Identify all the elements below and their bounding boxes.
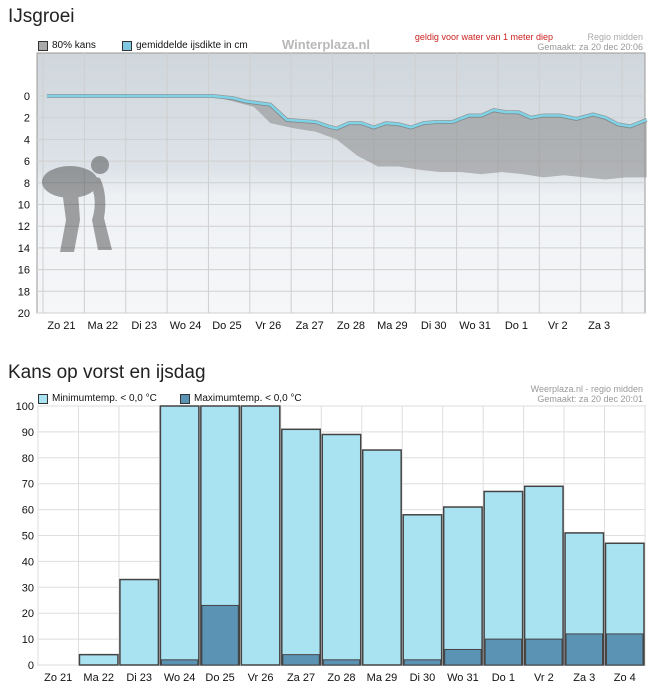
chart2-xtick-label: Di 30 <box>410 672 436 684</box>
bar-min-11 <box>483 490 524 666</box>
bar-max-10 <box>444 648 482 666</box>
chart2-ytick-label: 100 <box>16 401 34 413</box>
chart1-xtick-label: Zo 21 <box>47 320 75 332</box>
band-swatch-icon <box>38 40 48 51</box>
chart2-xtick-label: Wo 24 <box>164 672 196 684</box>
chart2-title: Kans op vorst en ijsdag <box>8 362 206 383</box>
chart1-made: Gemaakt: za 20 dec 20:06 <box>537 42 643 52</box>
chart1-ytick-label: 20 <box>18 308 30 320</box>
chart1-ytick-label: 6 <box>24 156 30 168</box>
bar-min-12 <box>523 485 564 666</box>
chart1-xtick-label: Ma 29 <box>377 320 408 332</box>
chart2-xtick-label: Ma 22 <box>83 672 114 684</box>
chart2-xtick-label: Za 3 <box>573 672 595 684</box>
bar-max-6 <box>282 654 320 666</box>
chart1-xtick-label: Vr 2 <box>548 320 568 332</box>
chart2-xtick-label: Zo 21 <box>44 672 72 684</box>
bar-max-14 <box>606 633 644 666</box>
chart2-source: Weerplaza.nl - regio midden <box>530 384 643 394</box>
bar-max-3 <box>160 659 199 666</box>
chart2-ytick-label: 30 <box>22 582 34 594</box>
skater-silhouette-icon <box>42 156 112 252</box>
chart2-xtick-label: Ma 29 <box>367 672 398 684</box>
chart1-xtick-label: Do 25 <box>212 320 241 332</box>
chart2-ytick-label: 50 <box>22 531 34 543</box>
bar-min-1 <box>78 653 119 666</box>
bar-max-7 <box>322 659 361 666</box>
bar-max-12 <box>525 638 563 666</box>
chart2-legend-min: Minimumtemp. < 0,0 °C <box>38 393 157 404</box>
chart1-ytick-label: 8 <box>24 178 30 190</box>
chart1-xtick-label: Di 23 <box>131 320 157 332</box>
chart1-xtick-label: Wo 24 <box>170 320 202 332</box>
chart2-xtick-label: Wo 31 <box>447 672 479 684</box>
chart1-xtick-label: Ma 22 <box>88 320 119 332</box>
chart1-xtick-label: Za 3 <box>588 320 610 332</box>
chart1-legend-line: gemiddelde ijsdikte in cm <box>122 40 248 51</box>
chart2-ytick-label: 90 <box>22 427 34 439</box>
bar-min-5 <box>240 405 281 666</box>
chart1-xtick-label: Zo 28 <box>337 320 365 332</box>
bar-min-3 <box>159 405 200 666</box>
chart1-xtick-label: Di 30 <box>421 320 447 332</box>
chart2-xtick-label: Za 27 <box>287 672 315 684</box>
chart1-watermark: Winterplaza.nl <box>282 37 371 52</box>
chart2-made: Gemaakt: za 20 dec 20:01 <box>537 394 643 404</box>
chart2-xtick-label: Di 23 <box>126 672 152 684</box>
chart1-ytick-label: 16 <box>18 265 30 277</box>
chart1-ytick-label: 0 <box>24 91 30 103</box>
line-swatch-icon <box>122 40 132 51</box>
chart2-xtick-label: Do 25 <box>205 672 234 684</box>
chart2-ytick-label: 10 <box>22 634 34 646</box>
chart1-ytick-label: 10 <box>18 200 30 212</box>
chart1-ytick-label: 14 <box>18 243 30 255</box>
chart2-xtick-label: Vr 2 <box>534 672 554 684</box>
chart2-ytick-label: 0 <box>28 660 34 672</box>
chart2-xtick-label: Zo 4 <box>614 672 636 684</box>
bar-min-9 <box>402 514 443 666</box>
bar-min-7 <box>321 433 362 666</box>
ice-growth-chart: 0 2 4 6 8 10 12 14 16 18 20 Zo 21 Ma 22 Di 23 Wo 24 Do … <box>18 52 648 332</box>
chart1-legend-band: 80% kans <box>38 40 96 51</box>
chart1-ytick-label: 4 <box>24 134 30 146</box>
chart1-xtick-label: Wo 31 <box>459 320 491 332</box>
chart1-line-avg <box>47 94 648 130</box>
chart2-xtick-label: Vr 26 <box>248 672 274 684</box>
legend-band-label: 80% kans <box>52 40 96 51</box>
bar-min-6 <box>281 428 322 666</box>
bar-min-2 <box>119 578 160 666</box>
max-swatch-icon <box>180 393 190 404</box>
chart1-ytick-label: 18 <box>18 286 30 298</box>
chart1-ytick-label: 2 <box>24 113 30 125</box>
chart2-xtick-label: Do 1 <box>492 672 515 684</box>
chart1-xtick-label: Do 1 <box>505 320 528 332</box>
chart1-title: IJsgroei <box>8 6 75 27</box>
bar-max-13 <box>565 633 604 666</box>
min-swatch-icon <box>38 393 48 404</box>
chart2-ytick-label: 20 <box>22 608 34 620</box>
chart1-ytick-label: 12 <box>18 221 30 233</box>
chart2-ytick-label: 80 <box>22 453 34 465</box>
bar-min-8 <box>361 449 402 666</box>
bar-max-11 <box>484 638 523 666</box>
bar-min-10 <box>442 506 483 666</box>
chart2-ytick-label: 40 <box>22 556 34 568</box>
chart1-xtick-label: Za 27 <box>296 320 324 332</box>
chart1-note: geldig voor water van 1 meter diep <box>414 32 553 42</box>
chart2-meta: Weerplaza.nl - regio midden Gemaakt: za … <box>531 384 643 404</box>
chart2-ytick-label: 70 <box>22 479 34 491</box>
chart2-xtick-label: Zo 28 <box>327 672 355 684</box>
legend-min-label: Minimumtemp. < 0,0 °C <box>52 393 157 404</box>
chart1-meta: geldig voor water van 1 meter diep Regio… <box>415 32 643 52</box>
bar-max-9 <box>403 659 442 666</box>
chart1-xtick-label: Vr 26 <box>255 320 281 332</box>
chart1-region: Regio midden <box>587 32 643 42</box>
legend-max-label: Maximumtemp. < 0,0 °C <box>194 393 302 404</box>
chart2-ytick-label: 60 <box>22 505 34 517</box>
bar-max-4 <box>201 604 239 666</box>
legend-line-label: gemiddelde ijsdikte in cm <box>136 40 248 51</box>
chart1-band-80pct <box>47 96 647 180</box>
chart2-legend-max: Maximumtemp. < 0,0 °C <box>180 393 302 404</box>
